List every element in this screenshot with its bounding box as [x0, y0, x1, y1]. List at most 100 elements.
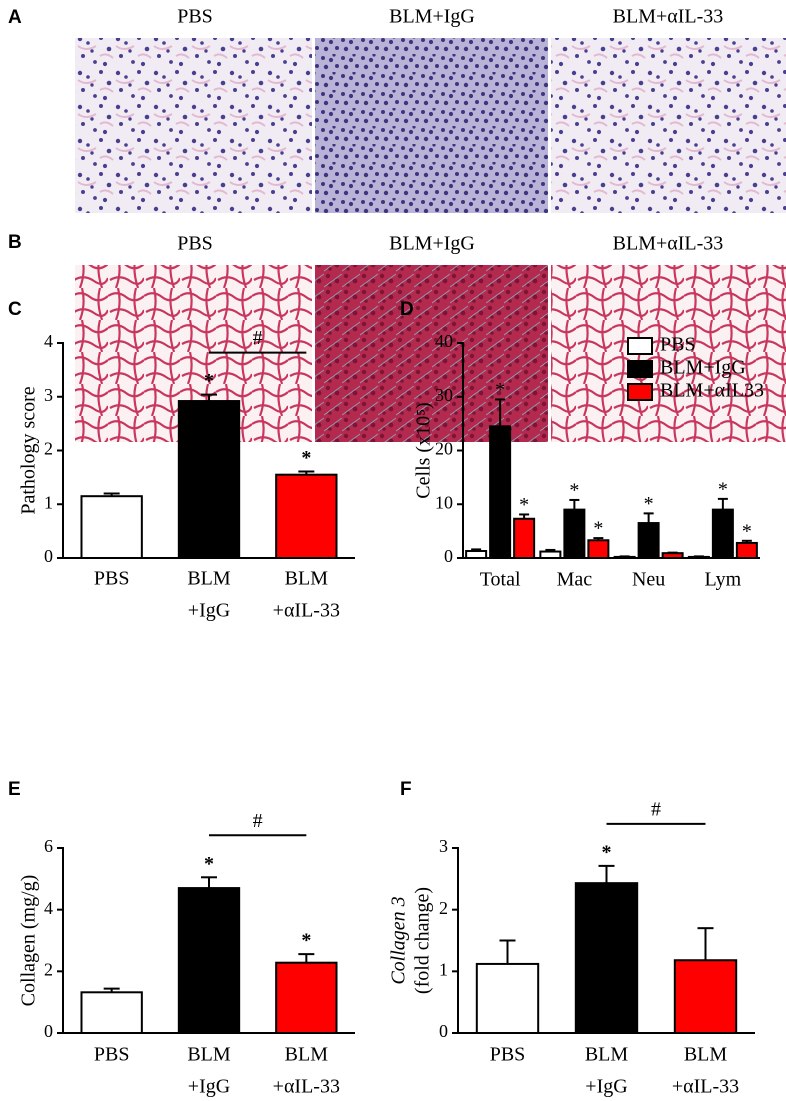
y-axis-label: (fold change)	[412, 887, 434, 994]
y-tick-label: 3	[44, 385, 53, 405]
y-tick-label: 0	[444, 546, 453, 566]
y-tick-label: 30	[435, 385, 453, 405]
bar	[574, 882, 639, 1035]
y-tick-label: 20	[435, 439, 453, 459]
y-tick-label: 40	[435, 331, 453, 351]
micrograph	[315, 38, 548, 213]
y-tick-label: 0	[44, 546, 53, 566]
bar	[563, 508, 586, 559]
x-tick-label: BLM	[187, 1044, 231, 1066]
bar	[475, 962, 540, 1035]
significance-marker: *	[602, 841, 612, 863]
micrograph	[551, 265, 786, 442]
x-tick-label: PBS	[94, 1044, 130, 1066]
x-tick-label: BLM	[187, 568, 231, 590]
bar	[513, 517, 536, 560]
y-tick-label: 2	[439, 898, 448, 918]
y-tick-label: 2	[44, 959, 53, 979]
legend-swatch	[627, 383, 653, 401]
panel-title: PBS	[177, 6, 213, 28]
bar	[587, 539, 610, 560]
x-tick-label: Mac	[557, 569, 593, 591]
bar	[673, 959, 738, 1035]
y-tick-label: 10	[435, 492, 453, 512]
significance-marker: *	[301, 447, 311, 469]
x-tick-label: +IgG	[188, 1076, 230, 1098]
legend-label: BLM+IgG	[660, 357, 746, 379]
bar	[465, 550, 488, 560]
panel-title: BLM+αIL-33	[613, 233, 724, 255]
significance-marker: *	[569, 480, 579, 502]
y-tick-label: 1	[439, 959, 448, 979]
bar	[711, 508, 734, 559]
y-tick-label: 1	[44, 492, 53, 512]
x-tick-label: PBS	[94, 568, 130, 590]
x-tick-label: +IgG	[585, 1076, 627, 1098]
panel-title: BLM+IgG	[389, 233, 475, 255]
micrograph	[315, 265, 548, 442]
bar	[80, 495, 143, 559]
panel-label: E	[8, 779, 21, 800]
y-axis-label: Collagen 3	[388, 896, 410, 984]
x-tick-label: BLM	[285, 1044, 329, 1066]
significance-marker: *	[644, 493, 654, 515]
bar	[539, 550, 562, 559]
legend-label: PBS	[660, 334, 696, 356]
panel-label: B	[8, 232, 22, 253]
x-tick-label: BLM	[684, 1044, 728, 1066]
bar	[275, 961, 338, 1035]
micrograph	[75, 38, 312, 213]
panel-label: F	[400, 779, 412, 800]
x-tick-label: PBS	[490, 1044, 526, 1066]
bar	[637, 522, 660, 559]
x-tick-label: Total	[480, 569, 521, 591]
bar	[177, 400, 241, 559]
significance-marker: *	[742, 520, 752, 542]
significance-marker: *	[718, 478, 728, 500]
y-tick-label: 4	[44, 898, 53, 918]
y-tick-label: 0	[439, 1021, 448, 1041]
bracket-label: #	[253, 327, 263, 349]
bracket-label: #	[253, 810, 263, 832]
micrograph	[551, 38, 786, 213]
legend-swatch	[627, 360, 653, 378]
y-tick-label: 3	[439, 836, 448, 856]
significance-marker: *	[204, 853, 214, 875]
x-tick-label: Neu	[632, 569, 665, 591]
x-tick-label: BLM	[285, 568, 329, 590]
legend-label: BLM+αIL33	[660, 380, 764, 402]
y-axis-label: Collagen (mg/g)	[18, 875, 40, 1007]
x-tick-label: +αIL-33	[672, 1076, 739, 1098]
y-axis-label: Cells (x10⁵)	[413, 402, 435, 498]
x-tick-label: +αIL-33	[273, 600, 340, 622]
y-tick-label: 6	[44, 836, 53, 856]
significance-marker: *	[301, 930, 311, 952]
bar	[177, 887, 241, 1034]
legend-swatch	[627, 337, 653, 355]
panel-label: C	[8, 299, 22, 320]
significance-marker: *	[495, 379, 505, 401]
panel-title: PBS	[177, 233, 213, 255]
bar	[275, 473, 338, 559]
bar	[661, 552, 684, 559]
panel-label: D	[400, 299, 414, 320]
x-tick-label: Lym	[705, 569, 742, 591]
significance-marker: *	[593, 518, 603, 540]
bar	[80, 991, 143, 1034]
significance-marker: *	[204, 370, 214, 392]
x-tick-label: +IgG	[188, 600, 230, 622]
x-tick-label: BLM	[585, 1044, 629, 1066]
y-axis-label: Pathology score	[18, 386, 40, 514]
y-tick-label: 4	[44, 331, 53, 351]
significance-marker: *	[519, 494, 529, 516]
y-tick-label: 2	[44, 439, 53, 459]
panel-label: A	[8, 7, 22, 28]
y-tick-label: 0	[44, 1021, 53, 1041]
panel-title: BLM+αIL-33	[613, 6, 724, 28]
panel-title: BLM+IgG	[389, 6, 475, 28]
bar	[489, 425, 512, 559]
bar	[735, 541, 758, 560]
x-tick-label: +αIL-33	[273, 1076, 340, 1098]
